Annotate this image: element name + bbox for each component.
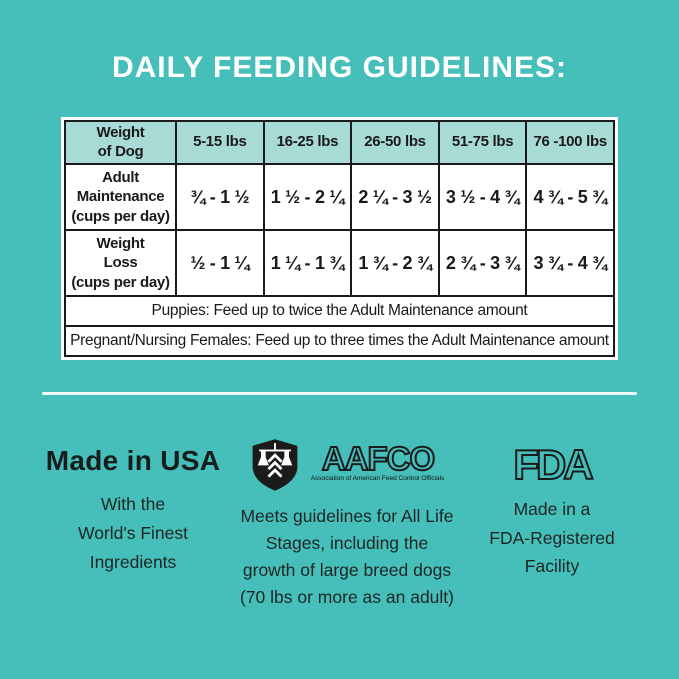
- header-16-25-lbs: 16-25 lbs: [262, 120, 353, 165]
- feeding-guidelines-table: Weight of Dog 5-15 lbs 16-25 lbs 26-50 l…: [61, 117, 618, 360]
- cell-value: 2 ¾ - 3 ¾: [437, 229, 528, 297]
- made-in-usa-subtitle: With the World's Finest Ingredients: [78, 494, 188, 572]
- aafco-shield-icon: [247, 436, 303, 498]
- cell-value: ½ - 1 ¼: [175, 229, 265, 297]
- header-5-15-lbs: 5-15 lbs: [175, 120, 265, 165]
- note-pregnant-nursing-text: Pregnant/Nursing Females: Feed up to thr…: [64, 325, 615, 357]
- made-in-usa-badge: Made in USA With the World's Finest Ingr…: [38, 445, 228, 577]
- row-label-weight-loss: Weight Loss (cups per day): [64, 229, 177, 297]
- header-51-75-lbs: 51-75 lbs: [437, 120, 528, 165]
- fda-wordmark-text: FDA: [513, 444, 593, 486]
- fda-logo-icon: FDA: [497, 440, 607, 490]
- cell-value: 1 ¾ - 2 ¾: [350, 229, 440, 297]
- cell-value: 1 ½ - 2 ¼: [262, 163, 353, 231]
- aafco-logo: AAFCO Association of American Feed Contr…: [222, 436, 472, 498]
- table-row-weight-loss: Weight Loss (cups per day) ½ - 1 ¼ 1 ¼ -…: [64, 229, 615, 297]
- section-divider: [42, 392, 637, 395]
- aafco-description: Meets guidelines for All Life Stages, in…: [240, 506, 454, 607]
- table-note-puppies: Puppies: Feed up to twice the Adult Main…: [64, 295, 615, 327]
- fda-description: Made in a FDA-Registered Facility: [489, 499, 615, 576]
- header-weight-of-dog: Weight of Dog: [64, 120, 177, 165]
- row-label-adult-maintenance: Adult Maintenance (cups per day): [64, 163, 177, 231]
- cell-value: 2 ¼ - 3 ½: [350, 163, 440, 231]
- table-note-pregnant-nursing: Pregnant/Nursing Females: Feed up to thr…: [64, 325, 615, 357]
- header-26-50-lbs: 26-50 lbs: [350, 120, 440, 165]
- cell-value: 1 ¼ - 1 ¾: [262, 229, 353, 297]
- aafco-wordmark-text: AAFCO: [321, 444, 434, 474]
- cell-value: 3 ¾ - 4 ¾: [525, 229, 615, 297]
- table-row-adult-maintenance: Adult Maintenance (cups per day) ¾ - 1 ½…: [64, 163, 615, 231]
- header-76-100-lbs: 76 -100 lbs: [525, 120, 615, 165]
- aafco-wordmark: AAFCO Association of American Feed Contr…: [308, 436, 448, 482]
- note-puppies-text: Puppies: Feed up to twice the Adult Main…: [64, 295, 615, 327]
- made-in-usa-title: Made in USA: [45, 445, 221, 476]
- aafco-badge: AAFCO Association of American Feed Contr…: [222, 436, 472, 611]
- page-title: DAILY FEEDING GUIDELINES:: [111, 51, 568, 84]
- cell-value: ¾ - 1 ½: [175, 163, 265, 231]
- aafco-tagline: Association of American Feed Control Off…: [310, 475, 445, 482]
- fda-badge: FDA Made in a FDA-Registered Facility: [468, 440, 636, 581]
- table-header-row: Weight of Dog 5-15 lbs 16-25 lbs 26-50 l…: [64, 120, 615, 165]
- cell-value: 4 ¾ - 5 ¾: [525, 163, 615, 231]
- cell-value: 3 ½ - 4 ¾: [437, 163, 528, 231]
